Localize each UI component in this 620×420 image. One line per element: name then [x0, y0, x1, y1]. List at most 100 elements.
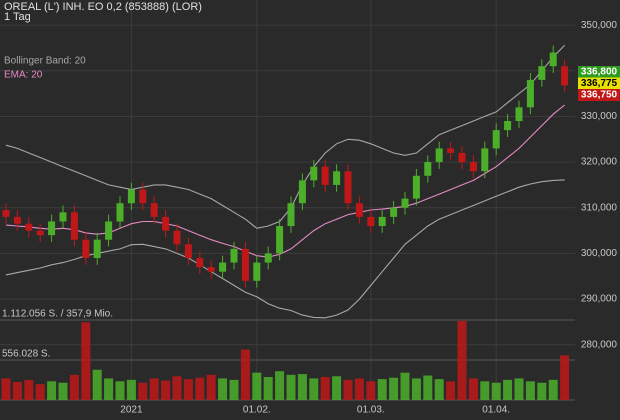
volume-bar: [195, 377, 205, 400]
candle-body: [139, 189, 147, 204]
bollinger-upper: [5, 44, 565, 229]
candle-body: [367, 216, 375, 227]
y-tick-label: 320,000: [581, 157, 618, 168]
candle-body: [116, 203, 124, 222]
y-tick-label: 280,000: [581, 339, 618, 350]
legend-ema: EMA: 20: [4, 70, 43, 81]
candle-body: [469, 162, 477, 172]
volume-bar: [126, 379, 136, 400]
candle-body: [333, 171, 341, 185]
volume-bar: [138, 382, 148, 400]
volume-bar: [58, 382, 68, 400]
volume-bar: [47, 381, 57, 400]
volume-bar: [560, 355, 570, 400]
candle-body: [424, 162, 432, 176]
y-tick-label: 330,000: [581, 111, 618, 122]
volume-bar: [491, 382, 501, 400]
volume-bar: [457, 320, 467, 400]
candle-body: [70, 212, 78, 240]
candle-body: [127, 189, 135, 204]
volume-bar: [537, 382, 547, 400]
plot: [1, 44, 570, 400]
candle-body: [412, 175, 420, 199]
candle-body: [13, 216, 21, 224]
candle-body: [390, 207, 398, 217]
candle-body: [276, 226, 284, 254]
candle-body: [458, 152, 466, 163]
volume-bar: [115, 381, 125, 400]
candle-body: [59, 212, 67, 222]
candle-body: [219, 262, 227, 272]
volume-bar: [297, 374, 307, 400]
volume-bar: [514, 378, 524, 400]
volume-bar: [206, 374, 216, 400]
candle-body: [378, 216, 386, 227]
volume-bar: [411, 378, 421, 400]
candle-body: [196, 257, 204, 268]
chart-subtitle: 1 Tag: [4, 11, 31, 23]
ema-line: [5, 104, 565, 258]
volume-bar: [172, 376, 182, 400]
candle-body: [549, 52, 557, 67]
price-badge: [578, 77, 620, 90]
volume-bar: [92, 369, 102, 400]
volume-bar: [252, 372, 262, 400]
volume-bar: [332, 376, 342, 400]
volume-bar: [423, 375, 433, 400]
candle-body: [162, 216, 170, 231]
price-badge-label: 336,750: [581, 90, 618, 101]
y-tick-label: 350,000: [581, 20, 618, 31]
volume-bar: [35, 384, 45, 400]
x-tick-label: 01.02.: [243, 405, 271, 416]
volume-tick-label: 556.028 S.: [2, 349, 50, 360]
candle-body: [207, 267, 215, 272]
volume-bar: [366, 381, 376, 400]
volume-bar: [183, 379, 193, 400]
y-tick-label: 310,000: [581, 202, 618, 213]
candle-body: [241, 248, 249, 281]
candle-body: [447, 148, 455, 153]
volume-bar: [229, 379, 239, 400]
volume-bar: [263, 376, 273, 400]
volume-bar: [12, 382, 22, 400]
x-tick-label: 2021: [120, 405, 143, 416]
candle-body: [25, 223, 33, 231]
volume-bar: [320, 376, 330, 400]
candle-body: [298, 180, 306, 204]
volume-bar: [149, 378, 159, 400]
volume-bar: [1, 378, 11, 400]
x-tick-label: 01.04.: [482, 405, 510, 416]
candle-body: [435, 148, 443, 163]
y-tick-label: 300,000: [581, 248, 618, 259]
price-badge-label: 336,800: [581, 67, 618, 78]
candle-body: [526, 79, 534, 108]
volume-bar: [354, 378, 364, 400]
volume-bar: [446, 381, 456, 400]
candle-body: [561, 66, 569, 86]
volume-tick-label: 1.112.056 S. / 357,9 Mio.: [2, 309, 113, 320]
volume-bar: [240, 349, 250, 400]
candle-body: [48, 221, 56, 236]
candle-body: [230, 248, 238, 263]
candle-body: [287, 203, 295, 227]
candle-body: [355, 203, 363, 217]
volume-bar: [275, 371, 285, 400]
candle-body: [253, 262, 261, 281]
candle-body: [2, 210, 10, 217]
candle-body: [504, 121, 512, 131]
candle-body: [93, 239, 101, 258]
candle-body: [321, 166, 329, 185]
candle-body: [150, 203, 158, 217]
y-tick-label: 290,000: [581, 294, 618, 305]
volume-bar: [343, 379, 353, 400]
volume-bar: [548, 379, 558, 400]
volume-bar: [468, 378, 478, 400]
candle-body: [173, 230, 181, 245]
candle-body: [310, 166, 318, 181]
volume-bar: [161, 380, 171, 400]
candle-body: [105, 221, 113, 240]
candle-body: [82, 239, 90, 258]
legend-bollinger: Bollinger Band: 20: [4, 56, 86, 67]
